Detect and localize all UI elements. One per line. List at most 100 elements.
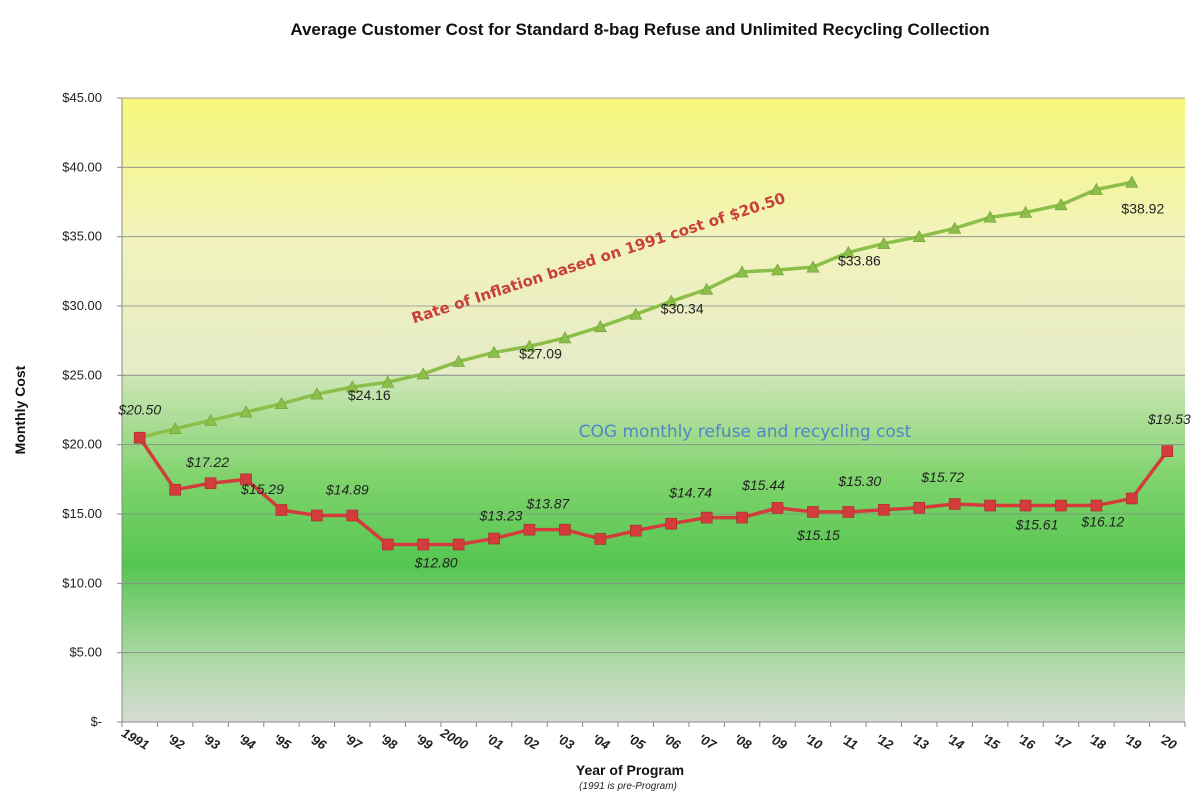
x-tick-label: '04	[590, 731, 613, 753]
x-tick-label: '02	[519, 731, 542, 753]
cog-point	[771, 502, 784, 514]
x-tick-label: '13	[909, 731, 932, 753]
cog-point	[523, 523, 536, 536]
inflation-data-label: $33.86	[838, 252, 881, 268]
x-tick-label: 1991	[119, 725, 152, 752]
cog-data-label: $13.87	[526, 496, 571, 512]
x-tick-label: '14	[944, 731, 967, 753]
cog-point	[842, 506, 855, 518]
x-tick-label: '08	[731, 731, 754, 753]
y-tick-label: $-	[90, 714, 102, 729]
x-tick-label: '06	[661, 731, 684, 753]
data-labels: $24.16 $27.09 $30.34 $33.86 $38.92 $20.50 $17.…	[117, 200, 1191, 570]
y-tick-label: $5.00	[69, 645, 102, 660]
inflation-point	[522, 339, 536, 352]
y-tick-label: $45.00	[62, 90, 102, 105]
inflation-data-label: $38.92	[1121, 200, 1164, 216]
inflation-point	[983, 210, 997, 223]
y-tick-label: $30.00	[62, 298, 102, 313]
cog-point	[559, 523, 571, 536]
y-axis-title: Monthly Cost	[12, 365, 28, 454]
cog-point	[1055, 499, 1067, 512]
x-tick-label: '12	[873, 731, 896, 753]
x-tick-label: '96	[306, 731, 329, 753]
x-tick-label: 2000	[437, 725, 471, 753]
cog-point	[488, 532, 500, 545]
cog-data-label: $15.30	[837, 473, 881, 489]
cog-point	[381, 538, 394, 551]
x-tick-label: '03	[554, 731, 577, 753]
inflation-point	[1125, 175, 1139, 188]
cog-point	[417, 538, 429, 551]
cog-point	[1090, 499, 1103, 512]
cog-annotation: COG monthly refuse and recycling cost	[579, 422, 912, 442]
series-layer	[133, 175, 1174, 551]
inflation-point	[452, 354, 466, 367]
plot-background-lower	[122, 374, 1185, 722]
x-tick-label: '10	[802, 731, 825, 753]
cog-data-label: $13.23	[479, 508, 523, 524]
y-tick-label: $15.00	[62, 506, 102, 521]
cog-point	[169, 483, 181, 496]
gridlines	[122, 97, 1185, 654]
x-tick-label: '98	[377, 731, 400, 753]
cog-point	[665, 517, 678, 530]
inflation-point	[274, 397, 288, 410]
inflation-data-label: $27.09	[519, 345, 562, 361]
inflation-point	[841, 245, 855, 258]
inflation-point	[487, 345, 501, 358]
inflation-point	[345, 380, 359, 393]
cog-point	[275, 504, 288, 516]
cog-data-label: $14.89	[325, 482, 369, 498]
cog-point	[736, 511, 748, 524]
cog-point	[452, 538, 465, 551]
cog-point	[629, 524, 642, 537]
cog-data-label: $15.61	[1015, 517, 1059, 533]
x-tick-label: '18	[1086, 731, 1109, 753]
inflation-point	[771, 263, 785, 276]
x-tick-label: '01	[483, 731, 506, 753]
y-tick-label: $10.00	[62, 575, 102, 590]
inflation-point	[558, 331, 572, 344]
cog-point	[204, 477, 217, 490]
cog-point	[594, 533, 607, 545]
x-tick-label: '07	[696, 731, 719, 753]
inflation-point	[700, 282, 714, 295]
cog-data-label: $17.22	[185, 454, 229, 470]
inflation-point	[877, 236, 891, 249]
inflation-point	[1089, 182, 1103, 195]
y-tick-label: $35.00	[62, 229, 102, 244]
cog-point	[913, 501, 926, 514]
x-tick-label: '99	[412, 731, 435, 753]
y-axis-ticks: $- $5.00 $10.00 $15.00 $20.00 $25.00 $30.00 $35…	[62, 90, 122, 729]
x-tick-label: '05	[625, 731, 648, 753]
inflation-point	[629, 307, 643, 320]
inflation-point	[1019, 205, 1033, 218]
y-tick-label: $20.00	[62, 437, 102, 452]
x-tick-label: '19	[1121, 731, 1144, 753]
x-tick-label: '20	[1157, 731, 1180, 753]
y-tick-label: $25.00	[62, 367, 102, 382]
cog-data-label: $14.74	[668, 485, 712, 501]
inflation-point	[416, 367, 430, 380]
cog-data-label: $16.12	[1080, 513, 1124, 529]
inflation-point	[806, 260, 820, 273]
inflation-point	[948, 221, 962, 234]
inflation-point	[1054, 198, 1068, 211]
cog-data-label: $15.29	[240, 481, 284, 497]
inflation-point	[381, 375, 395, 388]
x-tick-label: '11	[839, 731, 861, 752]
x-axis-title: Year of Program	[576, 762, 684, 778]
cog-point	[807, 506, 819, 518]
inflation-point	[735, 265, 749, 278]
cog-point	[133, 431, 146, 444]
x-axis-note: (1991 is pre-Program)	[579, 781, 677, 792]
x-axis-ticks: 1991 '92 '93 '94 '95 '96 '97 '98 '99 2000 '01 '02 '0…	[119, 722, 1186, 753]
cog-data-label: $15.44	[741, 477, 785, 493]
cog-data-label: $15.72	[920, 469, 964, 485]
cog-point	[1161, 445, 1174, 457]
cog-data-label: $19.53	[1147, 411, 1191, 427]
cog-line	[138, 436, 1169, 547]
inflation-point	[239, 405, 253, 418]
